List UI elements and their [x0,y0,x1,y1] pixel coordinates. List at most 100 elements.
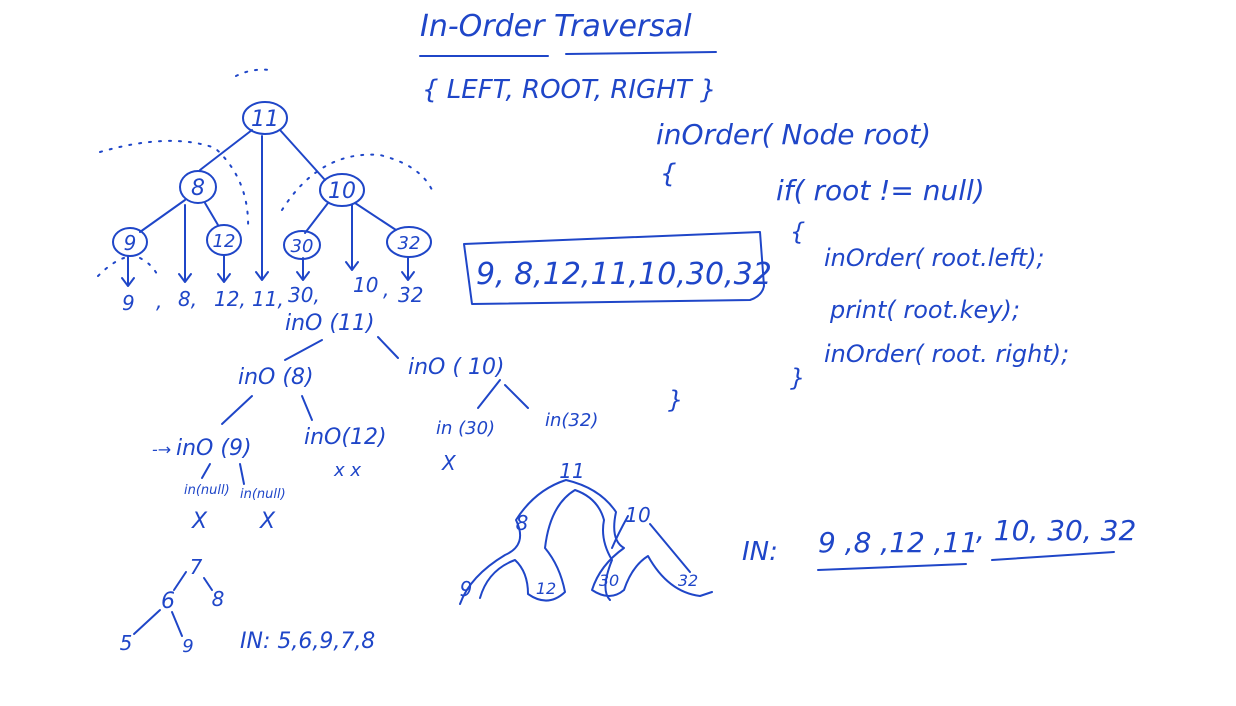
projection-item: , [156,289,162,313]
code-signature: inOrder( Node root) [656,118,931,151]
node-label: 8 [191,176,205,201]
node-label: 6 [161,589,175,614]
call-right: inO ( 10) [408,355,505,380]
dotted-hint [99,139,250,231]
x-mark: X [259,509,276,534]
tree-edge [199,129,253,171]
projection-arrow [401,257,415,281]
result-label: IN: [742,537,778,567]
tree-node: 8 [179,170,217,204]
tree-edge [304,202,329,234]
x-mark: x x [333,460,361,481]
main-tree: 11 8 10 9 12 30 [97,68,433,315]
code-line-right: inOrder( root. right); [824,340,1069,368]
result-first-part: 9 ,8 ,12 ,11 [818,526,978,559]
recursion-edge [284,339,323,361]
call-left: inO (8) [238,365,314,390]
recursion-edge [504,384,529,409]
projection-arrow [345,204,359,271]
tree-edge [279,129,326,181]
result-second-part: , 10, 30, 32 [976,514,1136,547]
call-null-right: in(null) [240,487,286,502]
node-label: 5 [120,631,133,655]
node-label: 30 [291,236,314,257]
result-underline-first [817,563,967,571]
projection-arrow [296,257,310,281]
call-right-left: in (30) [436,418,495,439]
tree-node: 30 [283,230,321,260]
recursion-edge [239,463,245,485]
node-label: 9 [460,577,473,601]
node-label: 9 [124,231,137,255]
tree-edge [203,577,213,591]
recursion-edge [377,336,399,359]
x-mark: X [441,451,457,475]
node-label: 8 [212,587,225,611]
code-if-close: } [790,364,805,392]
recursion-edge [201,463,211,479]
tree-node: 11 [242,101,288,135]
euler-tree: 11 8 10 9 12 30 32 [459,459,713,605]
code-block: inOrder( Node root) { if( root != null) … [656,118,1069,414]
call-null-left: in(null) [184,483,230,498]
node-label: 9 [182,636,193,657]
boxed-result: 9, 8,12,11,10,30,32 [463,231,772,305]
code-line-left: inOrder( root.left); [824,244,1045,272]
code-open-brace: { [660,159,677,189]
projection-item: 8, [178,287,197,311]
node-label: 12 [536,579,556,598]
title: In-Order Traversal [420,9,692,44]
projection-item: , [383,277,389,301]
projection-item: 11, [252,287,284,311]
dotted-hint [97,257,125,277]
node-label: 11 [251,107,279,132]
tree-node: 9 [112,227,148,257]
node-label: 32 [398,233,421,254]
small-result: IN: 5,6,9,7,8 [240,629,375,654]
dotted-hint [235,68,271,77]
projection-arrow [217,255,231,283]
euler-tour-path [459,479,713,605]
projection-item: 12, [214,287,246,311]
recursion-edge [301,395,313,421]
tree-edge [354,202,397,231]
euler-tour-path [479,489,613,602]
tree-edge [133,609,161,635]
recursion-edge [221,395,253,425]
node-label: 11 [559,459,584,483]
tree-edge [139,199,186,233]
recursion-edge [477,379,501,409]
projection-item: 10 [353,273,378,297]
node-label: 10 [328,179,356,204]
final-result: IN: 9 ,8 ,12 ,11 , 10, 30, 32 [742,514,1136,571]
tree-edge [173,571,187,591]
call-top: inO (11) [285,311,375,336]
boxed-result-text: 9, 8,12,11,10,30,32 [476,257,772,292]
node-label: 32 [678,571,698,590]
node-label: 12 [213,231,236,252]
code-if-line: if( root != null) [776,174,985,207]
tree-edge [171,611,183,637]
projection-item: 32 [398,283,423,307]
call-left-right: inO(12) [304,425,387,450]
tree-node: 32 [386,226,432,258]
tree-edge [204,202,219,226]
result-box [463,231,765,305]
small-tree: 7 6 8 5 9 IN: 5,6,9,7,8 [120,555,376,657]
projection-arrow [255,135,269,281]
call-arrow: -→ [152,440,171,459]
node-label: 7 [190,555,203,579]
dotted-hint [139,257,159,277]
projection-item: 30, [288,283,320,307]
x-mark: X [191,509,208,534]
projection-arrow [178,204,192,283]
code-if-open: { [790,218,805,246]
projection-arrow [121,255,135,287]
euler-tour-path [611,515,691,573]
code-close-brace: } [668,386,683,414]
subtitle: { LEFT, ROOT, RIGHT } [422,75,716,105]
result-underline-second [991,551,1115,561]
tree-node: 12 [206,224,242,256]
node-label: 10 [625,503,650,527]
